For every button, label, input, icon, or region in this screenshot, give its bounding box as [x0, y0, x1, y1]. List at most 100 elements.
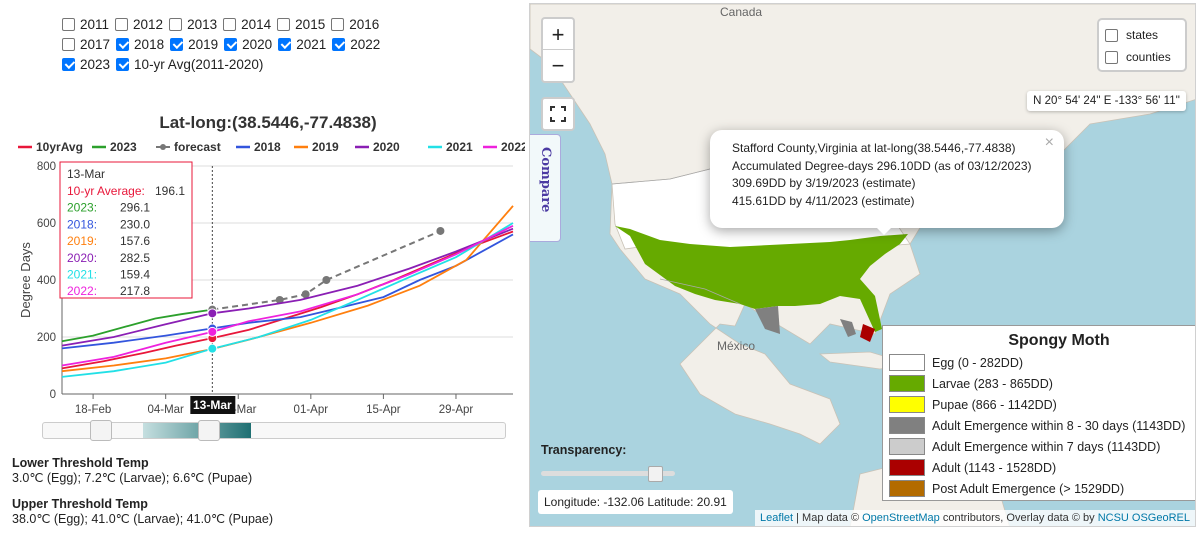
- year-label: 2021: [296, 36, 327, 52]
- compare-tab[interactable]: Compare: [530, 134, 561, 242]
- year-option[interactable]: 2021: [278, 37, 326, 52]
- transparency-label: Transparency:: [541, 443, 627, 457]
- year-label: 2016: [349, 16, 380, 32]
- zoom-in-button[interactable]: +: [543, 19, 573, 50]
- year-option[interactable]: 2014: [223, 17, 271, 32]
- range-handle-left[interactable]: [90, 420, 112, 441]
- year-option[interactable]: 2017: [62, 37, 110, 52]
- year-checkbox[interactable]: [278, 37, 292, 51]
- year-option[interactable]: 2013: [169, 17, 217, 32]
- year-label: 2015: [295, 16, 326, 32]
- upper-threshold-title: Upper Threshold Temp: [12, 497, 148, 511]
- popup-line-1: Stafford County,Virginia at lat-long(38.…: [732, 141, 1016, 155]
- counties-label: counties: [1126, 50, 1171, 64]
- series-line: [61, 308, 213, 343]
- year-label: 2014: [241, 16, 272, 32]
- year-option[interactable]: 2016: [331, 17, 379, 32]
- larvae-region: [615, 226, 908, 332]
- label-canada: Canada: [720, 5, 762, 19]
- layer-toggle-box: states counties: [1097, 18, 1187, 72]
- border-us-mexico: [659, 278, 741, 305]
- year-row: 2017 2018 2019 2020 2021 2022: [62, 34, 386, 54]
- forecast-point: [301, 290, 310, 299]
- year-option[interactable]: 2012: [115, 17, 163, 32]
- tooltip-row-value: 157.6: [120, 234, 150, 248]
- year-option[interactable]: 10-yr Avg(2011-2020): [116, 57, 263, 72]
- counties-checkbox[interactable]: [1105, 50, 1118, 64]
- year-checkbox[interactable]: [331, 17, 345, 31]
- x-tick-label: 04-Mar: [147, 404, 184, 416]
- legend-swatch: [889, 354, 925, 371]
- x-tick-label: 29-Apr: [439, 404, 474, 416]
- year-checkbox[interactable]: [223, 17, 237, 31]
- year-label: 2022: [350, 36, 381, 52]
- x-tick-label: 15-Apr: [366, 404, 401, 416]
- emergence-texas: [755, 306, 780, 334]
- year-checkbox[interactable]: [170, 37, 184, 51]
- legend-swatch: [889, 438, 925, 455]
- year-checkbox[interactable]: [169, 17, 183, 31]
- zoom-out-button[interactable]: −: [551, 53, 565, 78]
- lower-threshold-text: 3.0℃ (Egg); 7.2℃ (Larvae); 6.6℃ (Pupae): [12, 471, 253, 485]
- year-option[interactable]: 2018: [116, 37, 164, 52]
- year-checkbox-group: 2011 2012 2013 2014 2015 2016 2017 2018 2019 2020…: [62, 14, 386, 74]
- transparency-slider[interactable]: [541, 466, 675, 482]
- tooltip-row-label: 2020:: [67, 251, 97, 265]
- popup-line-3: 309.69DD by 3/19/2023 (estimate): [732, 176, 916, 190]
- lower-threshold-title: Lower Threshold Temp: [12, 456, 149, 470]
- fullscreen-button[interactable]: [541, 97, 575, 131]
- layer-states[interactable]: states: [1105, 24, 1179, 46]
- year-checkbox[interactable]: [115, 17, 129, 31]
- year-option[interactable]: 2011: [62, 17, 109, 32]
- tooltip-row-label: 2021:: [67, 268, 97, 282]
- year-checkbox[interactable]: [224, 37, 238, 51]
- date-range-slider[interactable]: [42, 420, 506, 441]
- year-label: 2023: [80, 56, 111, 72]
- year-label: 2019: [188, 36, 219, 52]
- legend-item: Egg (0 - 282DD): [889, 352, 1189, 373]
- marker-point: [207, 326, 218, 337]
- transparency-handle[interactable]: [648, 466, 663, 482]
- year-checkbox[interactable]: [62, 17, 75, 31]
- forecast-point: [275, 295, 284, 304]
- year-checkbox[interactable]: [332, 37, 346, 51]
- states-checkbox[interactable]: [1105, 28, 1118, 42]
- legend-label: 2022: [501, 140, 525, 154]
- year-checkbox[interactable]: [277, 17, 291, 31]
- tooltip-date: 13-Mar: [67, 167, 105, 181]
- label-mexico: México: [717, 339, 755, 353]
- lower-threshold: Lower Threshold Temp 3.0℃ (Egg); 7.2℃ (L…: [12, 456, 252, 486]
- year-option[interactable]: 2020: [224, 37, 272, 52]
- tooltip-row-label: 2023:: [67, 201, 97, 215]
- ncsu-link[interactable]: NCSU OSGeoREL: [1097, 512, 1190, 524]
- range-handle-right[interactable]: [198, 420, 220, 441]
- x-tick-label: 01-Apr: [294, 404, 329, 416]
- leaflet-link[interactable]: Leaflet: [760, 512, 794, 524]
- legend-label: 2020: [373, 140, 400, 154]
- degree-days-chart: Lat-long:(38.5446,-77.4838) 10yrAvg 2023 fo…: [18, 113, 525, 416]
- tooltip-box: [59, 161, 193, 299]
- legend-label: Adult Emergence within 8 - 30 days (1143…: [932, 418, 1186, 433]
- x-tick-label: 18-Feb: [75, 404, 111, 416]
- year-checkbox[interactable]: [62, 57, 75, 71]
- map-panel[interactable]: Canada México + − Compare states countie…: [529, 3, 1196, 527]
- year-option[interactable]: 2023: [62, 57, 110, 72]
- popup-close-button[interactable]: ×: [1044, 134, 1054, 151]
- layer-counties[interactable]: counties: [1105, 46, 1179, 68]
- popup-tip: [874, 225, 894, 235]
- tooltip-row-label: 2018:: [67, 217, 97, 231]
- osm-link[interactable]: OpenStreetMap: [862, 512, 940, 524]
- forecast-point: [436, 226, 445, 235]
- year-option[interactable]: 2019: [170, 37, 218, 52]
- map-attribution: Leaflet | Map data © OpenStreetMap contr…: [755, 510, 1195, 526]
- year-option[interactable]: 2015: [277, 17, 325, 32]
- legend-swatch: [889, 459, 925, 476]
- legend-swatch: [889, 375, 925, 392]
- year-option[interactable]: 2022: [332, 37, 380, 52]
- legend-title: Spongy Moth: [1008, 332, 1110, 349]
- year-checkbox[interactable]: [116, 57, 130, 71]
- attr-map-data: | Map data ©: [793, 512, 863, 524]
- year-checkbox[interactable]: [62, 37, 75, 51]
- year-checkbox[interactable]: [116, 37, 130, 51]
- year-row: 2011 2012 2013 2014 2015 2016: [62, 14, 386, 34]
